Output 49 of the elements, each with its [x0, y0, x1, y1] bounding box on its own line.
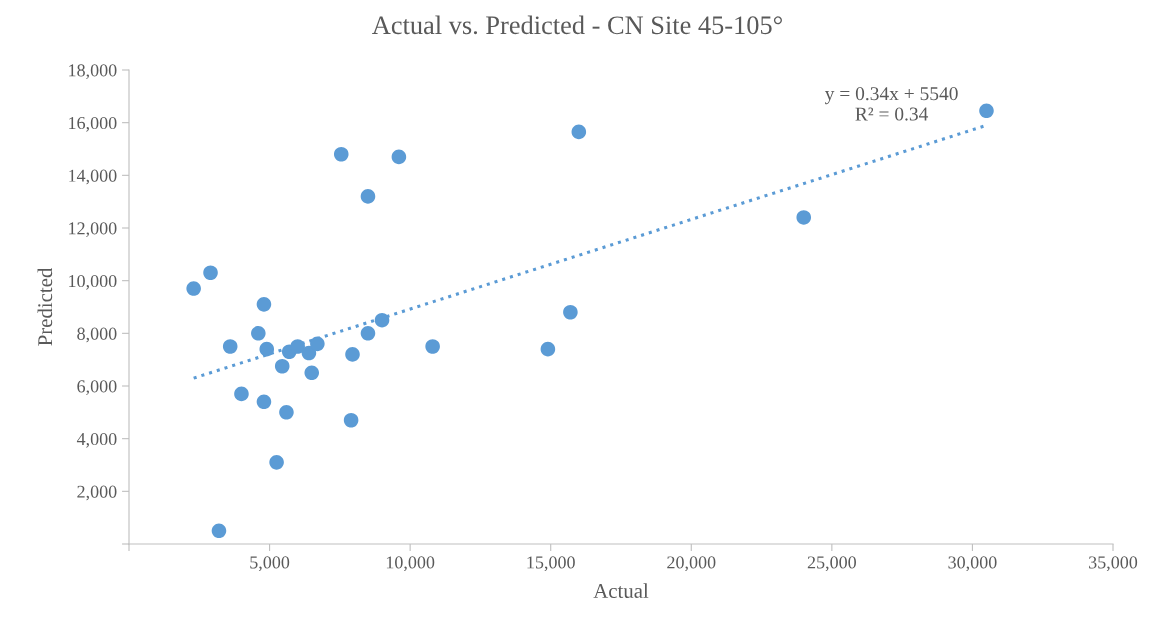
y-tick-label: 6,000	[77, 380, 117, 396]
x-tick-label: 20,000	[667, 556, 716, 572]
point	[186, 281, 201, 296]
point	[563, 304, 578, 320]
y-tick-label: 8,000	[77, 327, 117, 343]
x-tick-label: 35,000	[1089, 556, 1138, 572]
point	[259, 341, 275, 357]
x-tick-label: 25,000	[807, 556, 856, 572]
point	[234, 386, 249, 402]
point	[345, 347, 360, 362]
point	[360, 326, 376, 341]
x-axis-title: Actual	[593, 583, 649, 598]
point	[391, 149, 407, 165]
point	[290, 339, 305, 354]
point	[211, 523, 227, 539]
point	[256, 297, 272, 312]
y-tick-label: 12,000	[69, 222, 117, 238]
point	[301, 345, 317, 361]
point	[343, 412, 359, 428]
point	[279, 405, 294, 420]
point	[274, 358, 290, 374]
y-tick-label: 10,000	[69, 274, 117, 290]
point	[203, 265, 218, 281]
point	[269, 455, 284, 470]
point	[425, 339, 440, 354]
x-tick-label: 15,000	[527, 556, 575, 572]
point	[374, 312, 390, 328]
y-tick-label: 18,000	[69, 64, 117, 80]
y-tick-label: 2,000	[77, 485, 117, 501]
point	[251, 326, 266, 341]
point	[333, 146, 349, 162]
point	[571, 124, 587, 140]
y-axis-title: Predicted	[37, 267, 53, 346]
x-tick-label: 5,000	[250, 556, 290, 572]
point	[796, 210, 812, 225]
point	[222, 339, 238, 354]
point	[256, 394, 272, 410]
chart-title: Actual vs. Predicted - CN Site 45-105°	[372, 15, 782, 35]
point	[310, 336, 325, 352]
annotation: y = 0.34x + 5540 R² = 0.34	[824, 87, 958, 121]
y-tick-label: 14,000	[69, 169, 117, 185]
x-tick-label: 10,000	[386, 556, 435, 572]
y-tick-label: 16,000	[69, 116, 117, 132]
point	[979, 103, 994, 119]
y-tick-label: 4,000	[76, 432, 117, 448]
point	[360, 189, 376, 204]
point	[304, 365, 320, 381]
x-tick-label: 30,000	[948, 556, 997, 572]
point	[540, 341, 556, 357]
